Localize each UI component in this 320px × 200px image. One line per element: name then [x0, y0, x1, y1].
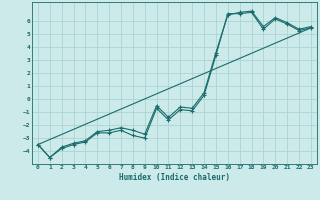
X-axis label: Humidex (Indice chaleur): Humidex (Indice chaleur) [119, 173, 230, 182]
